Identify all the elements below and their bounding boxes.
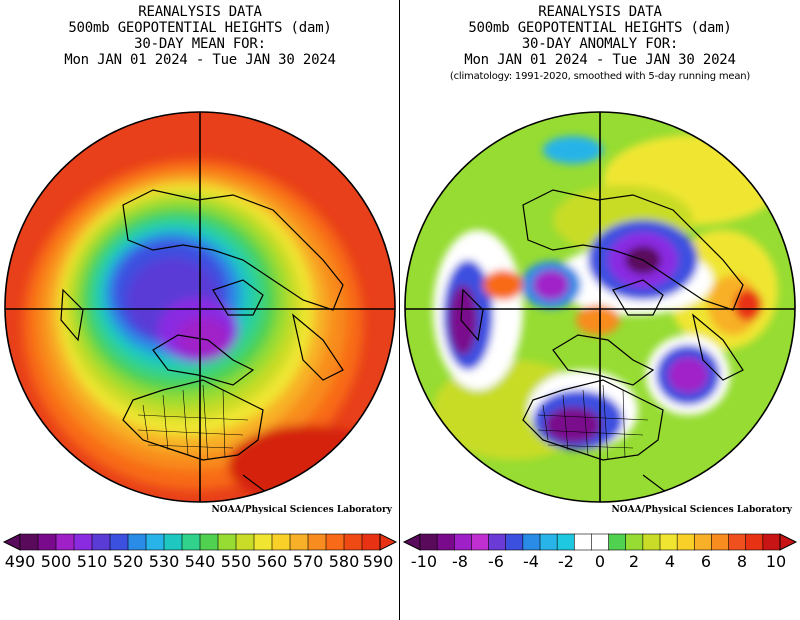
mean-colorbar-min-arrow: [2, 533, 21, 551]
mean-colorbar-swatch: [343, 533, 363, 551]
mean-colorbar-swatch: [73, 533, 93, 551]
mean-tick: 510: [76, 552, 108, 571]
anomaly-colorbar-swatch: [711, 533, 730, 551]
anomaly-colorbar-swatch: [625, 533, 644, 551]
mean-tick: 590: [362, 552, 394, 571]
mean-colorbar-swatch: [271, 533, 291, 551]
mean-colorbar-swatch: [19, 533, 39, 551]
anomaly-colorbar-swatch: [471, 533, 490, 551]
anomaly-tick: -4: [523, 552, 539, 571]
mean-colorbar-swatch: [217, 533, 237, 551]
mean-title-line-4: Mon JAN 01 2024 - Tue JAN 30 2024: [64, 52, 336, 68]
mean-colorbar-swatch: [307, 533, 327, 551]
anomaly-colorbar-swatch: [608, 533, 627, 551]
anomaly-title-line-1: REANALYSIS DATA: [538, 4, 662, 20]
mean-tick: 540: [184, 552, 216, 571]
anomaly-colorbar-ticks: -10 -8 -6 -4 -2 0 2 4 6 8 10: [400, 552, 800, 582]
anomaly-map: [404, 111, 796, 503]
anomaly-colorbar-swatch: [591, 533, 610, 551]
anomaly-title-line-3: 30-DAY ANOMALY FOR:: [521, 36, 679, 52]
climatology-note: (climatology: 1991-2020, smoothed with 5…: [449, 71, 751, 82]
anomaly-colorbar-swatch: [488, 533, 507, 551]
anomaly-panel: REANALYSIS DATA 500mb GEOPOTENTIAL HEIGH…: [400, 0, 800, 620]
anomaly-colorbar-max-arrow: [779, 533, 798, 551]
mean-tick: 520: [112, 552, 144, 571]
anomaly-colorbar-swatch: [539, 533, 558, 551]
mean-colorbar-swatch: [235, 533, 255, 551]
anomaly-tick: 10: [765, 552, 787, 571]
mean-title-line-3: 30-DAY MEAN FOR:: [134, 36, 266, 52]
mean-panel: REANALYSIS DATA 500mb GEOPOTENTIAL HEIGH…: [0, 4, 400, 582]
anomaly-colorbar-swatch: [505, 533, 524, 551]
anomaly-colorbar-swatch: [762, 533, 781, 551]
anomaly-tick: 0: [594, 552, 606, 571]
anomaly-tick: 2: [628, 552, 640, 571]
anomaly-tick: 8: [736, 552, 748, 571]
anomaly-colorbar: [402, 533, 798, 551]
mean-colorbar-swatch: [289, 533, 309, 551]
anomaly-colorbar-swatch: [556, 533, 576, 551]
anomaly-colorbar-swatch: [745, 533, 764, 551]
mean-colorbar-swatch: [163, 533, 183, 551]
mean-credit: NOAA/Physical Sciences Laboratory: [211, 505, 392, 515]
mean-colorbar-swatch: [199, 533, 219, 551]
mean-colorbar-swatch: [361, 533, 381, 551]
anomaly-colorbar-swatch: [676, 533, 696, 551]
anomaly-title-line-4: Mon JAN 01 2024 - Tue JAN 30 2024: [464, 52, 736, 68]
mean-tick: 580: [328, 552, 360, 571]
mean-colorbar-max-arrow: [379, 533, 398, 551]
anomaly-colorbar-swatch: [728, 533, 747, 551]
anomaly-colorbar-swatch: [659, 533, 678, 551]
anomaly-tick: -8: [452, 552, 468, 571]
mean-title-line-1: REANALYSIS DATA: [138, 4, 262, 20]
mean-tick: 490: [4, 552, 36, 571]
mean-tick: 500: [40, 552, 72, 571]
mean-colorbar-swatch: [253, 533, 273, 551]
anomaly-colorbar-swatch: [522, 533, 541, 551]
mean-tick: 530: [148, 552, 180, 571]
anomaly-title-line-2: 500mb GEOPOTENTIAL HEIGHTS (dam): [468, 20, 732, 36]
mean-tick: 560: [256, 552, 288, 571]
anomaly-tick: -6: [488, 552, 504, 571]
mean-colorbar-swatch: [127, 533, 147, 551]
mean-tick: 570: [292, 552, 324, 571]
mean-colorbar-swatch: [55, 533, 75, 551]
mean-colorbar-swatch: [91, 533, 111, 551]
mean-colorbar: [2, 533, 398, 551]
mean-colorbar-swatch: [109, 533, 129, 551]
mean-tick: 550: [220, 552, 252, 571]
anomaly-credit: NOAA/Physical Sciences Laboratory: [611, 505, 792, 515]
anomaly-title-block: REANALYSIS DATA 500mb GEOPOTENTIAL HEIGH…: [400, 4, 800, 84]
mean-title-line-2: 500mb GEOPOTENTIAL HEIGHTS (dam): [68, 20, 332, 36]
mean-colorbar-swatch: [325, 533, 345, 551]
mean-title-block: REANALYSIS DATA 500mb GEOPOTENTIAL HEIGH…: [0, 4, 400, 68]
mean-colorbar-swatch: [145, 533, 165, 551]
anomaly-colorbar-swatch: [573, 533, 593, 551]
anomaly-tick: 4: [664, 552, 676, 571]
mean-colorbar-swatch: [37, 533, 57, 551]
anomaly-tick: 6: [700, 552, 712, 571]
anomaly-colorbar-min-arrow: [402, 533, 421, 551]
anomaly-tick: -10: [410, 552, 438, 571]
mean-colorbar-ticks: 490 500 510 520 530 540 550 560 570 580 …: [0, 552, 400, 582]
anomaly-colorbar-swatch: [419, 533, 438, 551]
mean-colorbar-swatch: [181, 533, 201, 551]
mean-height-map: [4, 111, 396, 503]
anomaly-colorbar-swatch: [642, 533, 661, 551]
anomaly-colorbar-swatch: [453, 533, 473, 551]
anomaly-tick: -2: [558, 552, 574, 571]
anomaly-colorbar-swatch: [693, 533, 713, 551]
anomaly-colorbar-swatch: [436, 533, 456, 551]
